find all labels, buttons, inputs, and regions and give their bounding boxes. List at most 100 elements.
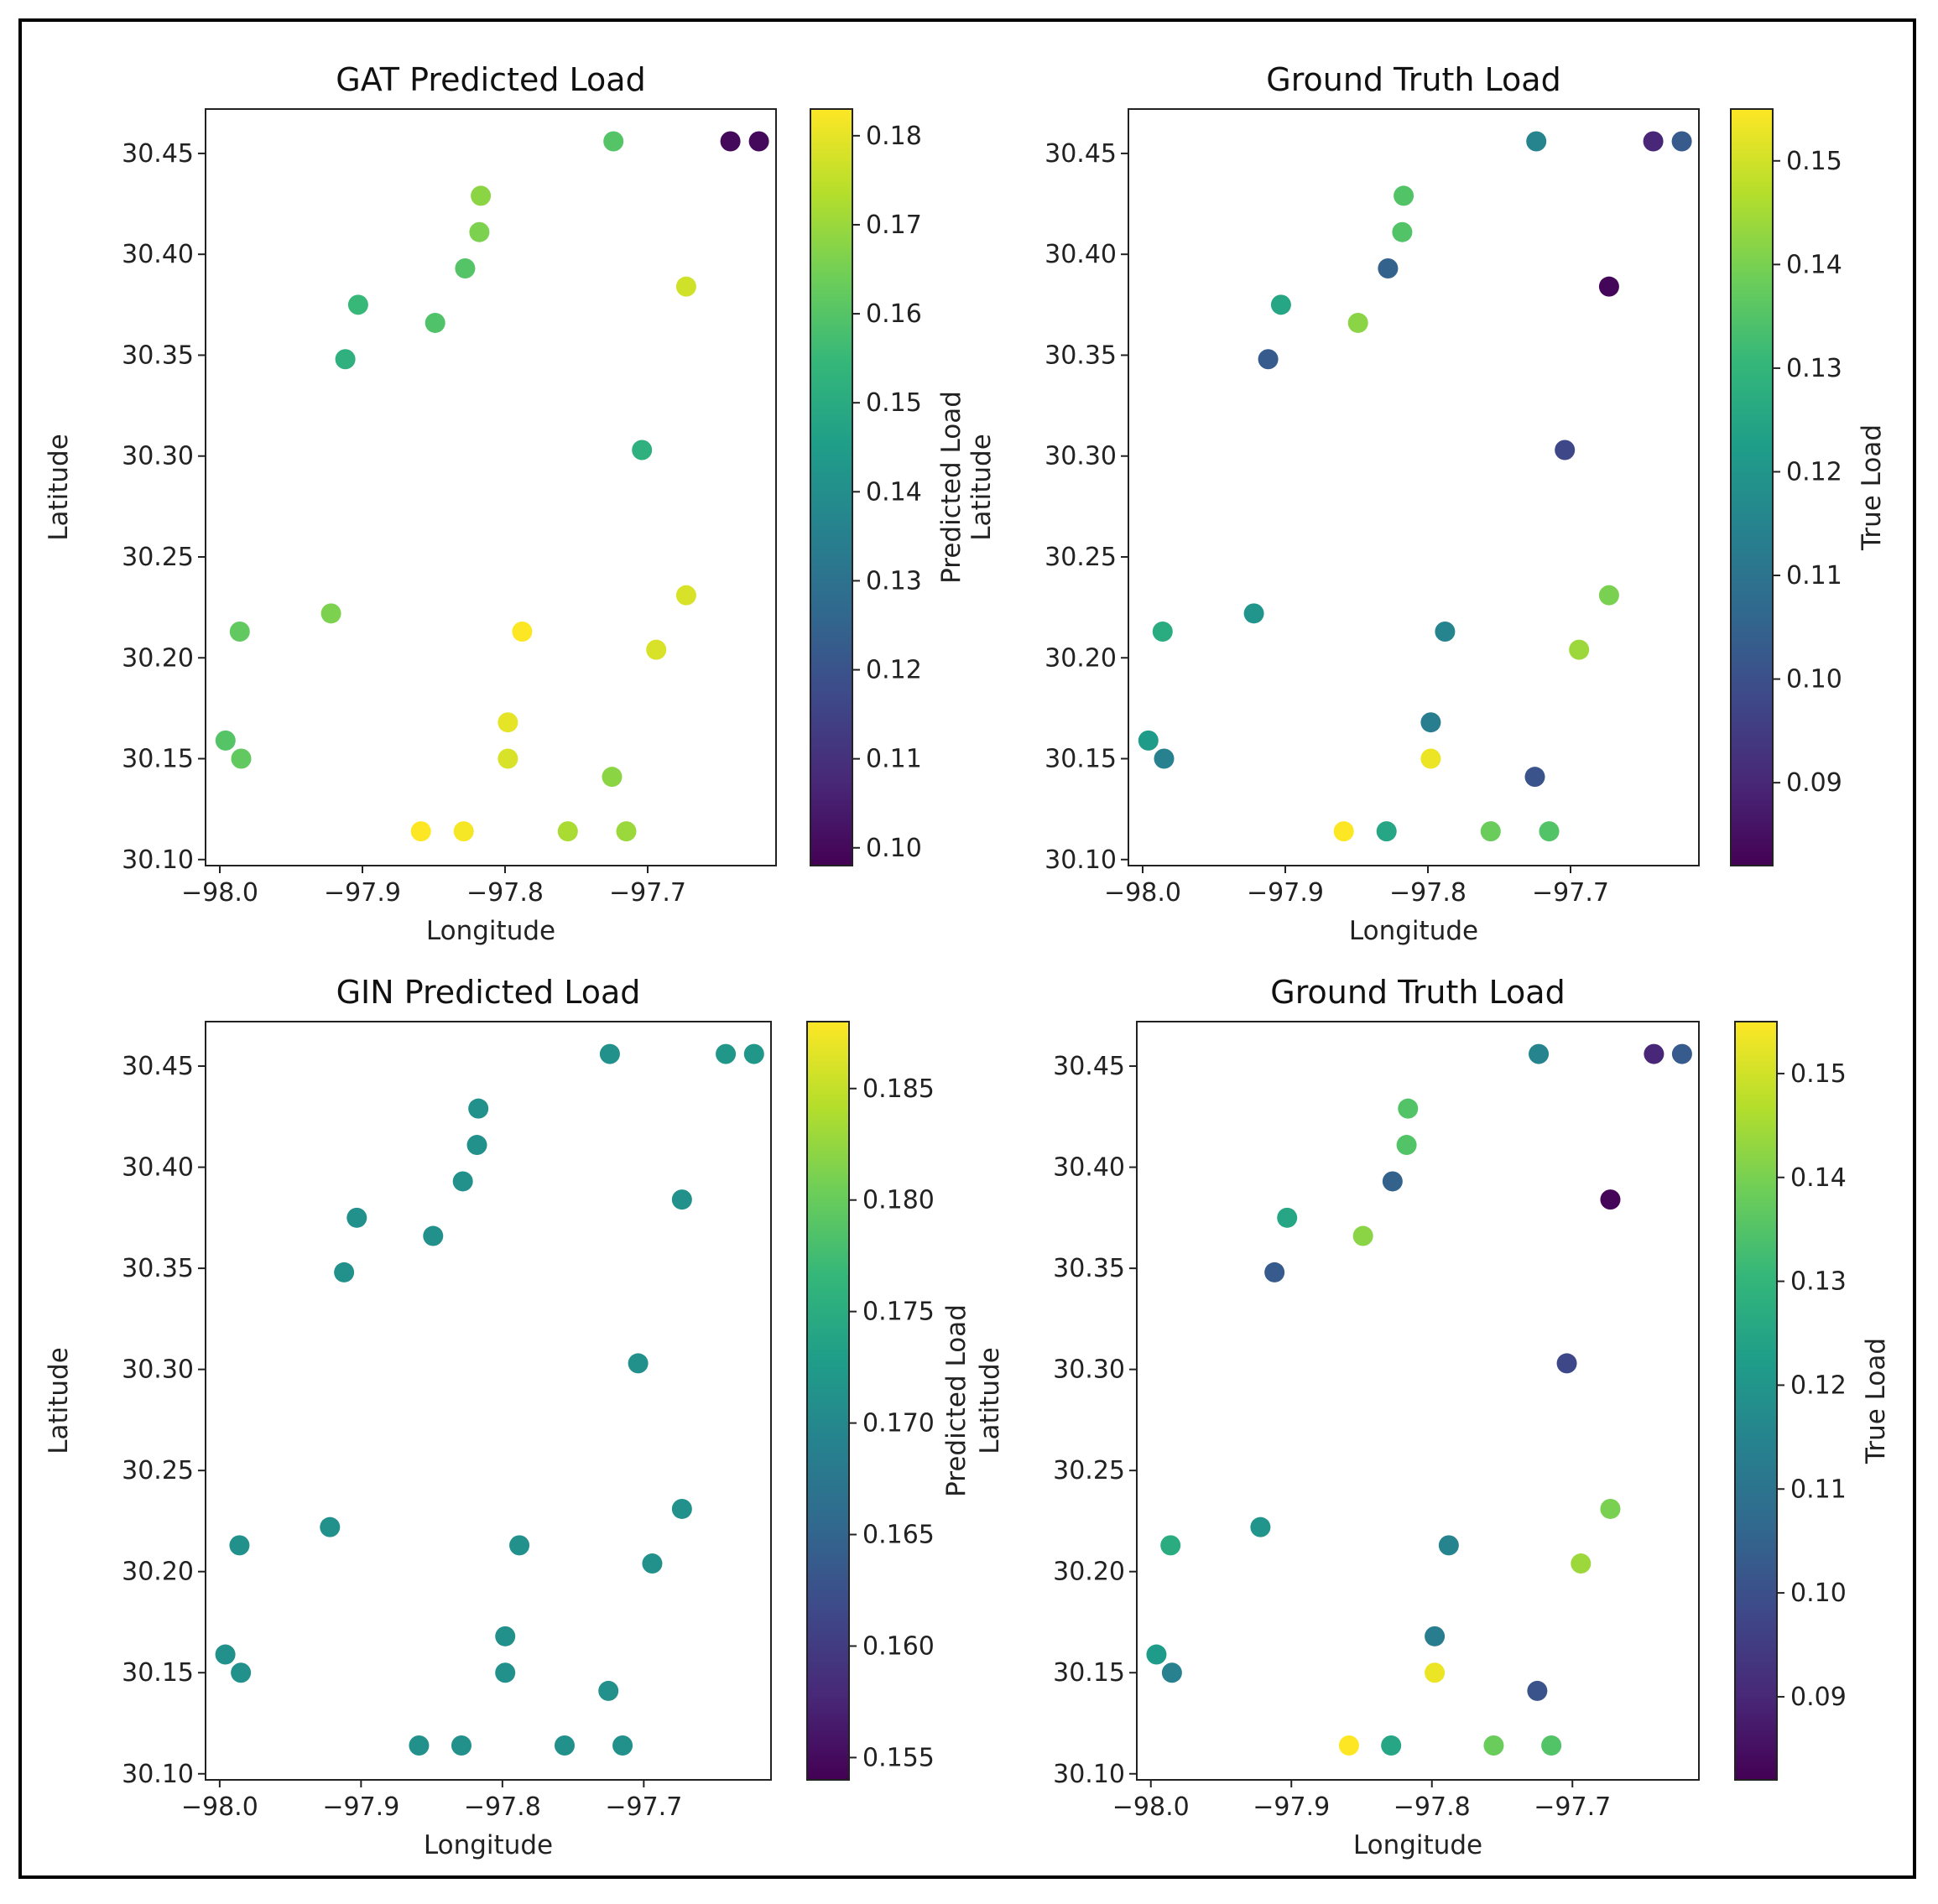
- y-tick-label: 30.35: [1045, 341, 1117, 370]
- chart-title: Ground Truth Load: [1266, 61, 1560, 98]
- data-point: [229, 1535, 250, 1556]
- y-tick-label: 30.15: [122, 745, 194, 774]
- y-tick-label: 30.45: [122, 1052, 194, 1081]
- data-point: [1382, 1171, 1403, 1192]
- data-point: [1160, 1535, 1181, 1556]
- data-point: [455, 258, 476, 279]
- colorbar-tick-label: 0.15: [1790, 1059, 1847, 1089]
- data-point: [1381, 1735, 1402, 1756]
- colorbar-label: Predicted Load: [941, 1304, 972, 1497]
- x-tick-label: −97.8: [1394, 1792, 1471, 1822]
- data-point: [320, 603, 341, 624]
- y-tick-label: 30.40: [122, 240, 194, 269]
- data-point: [1420, 712, 1441, 733]
- data-point: [1250, 1516, 1271, 1537]
- data-point: [671, 1189, 692, 1210]
- x-tick-label: −97.9: [1253, 1792, 1330, 1822]
- x-tick-label: −97.9: [324, 878, 401, 908]
- colorbar-tick-label: 0.180: [862, 1186, 935, 1215]
- data-point: [471, 185, 492, 206]
- data-point: [1529, 1043, 1550, 1064]
- data-point: [1154, 748, 1175, 769]
- x-tick-label: −98.0: [1112, 1792, 1190, 1822]
- data-point: [1378, 258, 1399, 279]
- data-point: [346, 1207, 367, 1228]
- plot-area: [1136, 1021, 1700, 1781]
- y-tick-label: 30.45: [122, 139, 194, 169]
- plot-area: [205, 1021, 772, 1781]
- data-point: [495, 1626, 516, 1646]
- y-tick-label: 30.40: [1045, 240, 1117, 269]
- data-point: [1555, 440, 1576, 460]
- y-tick-label: 30.40: [1053, 1153, 1125, 1183]
- data-point: [1435, 621, 1456, 642]
- y-tick-label: 30.30: [122, 1355, 194, 1385]
- colorbar-tick-label: 0.14: [1790, 1163, 1847, 1193]
- y-tick-label: 30.25: [1053, 1456, 1125, 1485]
- data-point: [1338, 1735, 1359, 1756]
- colorbar-tick-label: 0.13: [1786, 354, 1842, 383]
- data-point: [616, 821, 637, 842]
- colorbar-label: True Load: [1857, 424, 1887, 551]
- data-point: [1480, 821, 1501, 842]
- data-point: [1600, 1189, 1621, 1210]
- data-point: [1483, 1735, 1504, 1756]
- data-point: [603, 131, 624, 152]
- colorbar-tick-label: 0.09: [1790, 1683, 1847, 1712]
- data-point: [495, 1662, 516, 1683]
- data-point: [452, 1171, 473, 1192]
- data-point: [512, 621, 533, 642]
- y-axis-label: Latitude: [966, 434, 997, 541]
- x-tick-label: −98.0: [181, 878, 258, 908]
- data-point: [720, 131, 741, 152]
- colorbar: [1734, 1021, 1778, 1781]
- data-point: [1425, 1662, 1446, 1683]
- data-point: [425, 312, 445, 333]
- colorbar-label: True Load: [1861, 1338, 1891, 1464]
- scatter-panel-4: Ground Truth Load −98.0 −97.9 −97.8 −97.7 30.…: [975, 974, 1891, 1860]
- y-tick-label: 30.20: [122, 1558, 194, 1587]
- data-point: [1146, 1644, 1167, 1665]
- data-point: [1425, 1626, 1446, 1646]
- data-point: [229, 621, 250, 642]
- data-point: [1396, 1135, 1417, 1156]
- colorbar-tick-label: 0.17: [866, 211, 922, 240]
- data-point: [466, 1135, 487, 1156]
- data-point: [1571, 1553, 1592, 1574]
- data-point: [334, 1262, 355, 1282]
- data-point: [1569, 639, 1590, 660]
- colorbar-tick-label: 0.155: [862, 1743, 935, 1772]
- colorbar-tick-label: 0.10: [866, 834, 922, 863]
- data-point: [1556, 1353, 1577, 1374]
- colorbar-tick-label: 0.10: [1790, 1579, 1847, 1608]
- data-point: [335, 349, 356, 370]
- colorbar-tick-label: 0.15: [866, 388, 922, 418]
- data-point: [1352, 1225, 1373, 1246]
- y-tick-label: 30.20: [122, 643, 194, 673]
- x-tick-label: −97.8: [464, 1792, 541, 1822]
- data-point: [1333, 821, 1354, 842]
- x-axis-label: Longitude: [1349, 916, 1478, 946]
- data-point: [557, 821, 578, 842]
- x-tick-label: −97.7: [1534, 1792, 1611, 1822]
- y-tick-label: 30.10: [122, 1760, 194, 1789]
- colorbar-tick-label: 0.13: [1790, 1267, 1847, 1297]
- colorbar-tick-label: 0.09: [1786, 768, 1842, 798]
- x-axis-label: Longitude: [1353, 1830, 1482, 1860]
- data-point: [598, 1680, 619, 1701]
- chart-title: GIN Predicted Load: [336, 974, 641, 1011]
- data-point: [509, 1535, 530, 1556]
- data-point: [554, 1735, 575, 1756]
- data-point: [628, 1353, 649, 1374]
- y-tick-label: 30.10: [1045, 845, 1117, 875]
- colorbar-tick-label: 0.11: [866, 745, 922, 774]
- data-point: [1138, 730, 1159, 751]
- x-tick-label: −97.8: [466, 878, 544, 908]
- data-point: [1600, 1498, 1621, 1519]
- y-tick-label: 30.25: [122, 543, 194, 572]
- data-point: [423, 1225, 444, 1246]
- colorbar-tick-label: 0.14: [1786, 250, 1842, 279]
- data-point: [602, 767, 623, 788]
- data-point: [453, 821, 474, 842]
- y-tick-label: 30.45: [1045, 139, 1117, 169]
